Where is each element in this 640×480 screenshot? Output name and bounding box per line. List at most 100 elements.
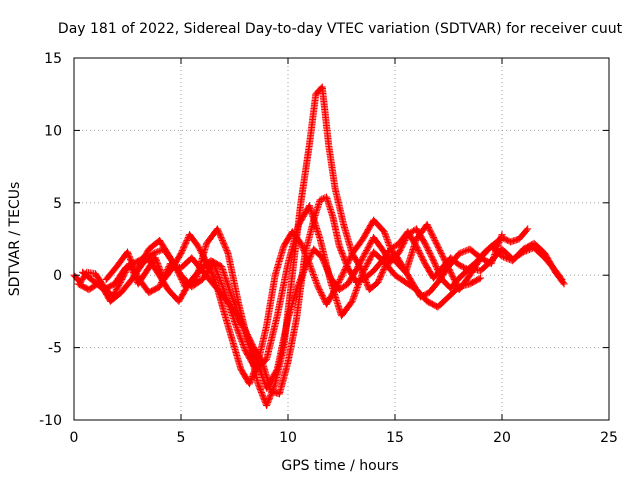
plus-marker bbox=[427, 229, 435, 237]
plus-marker bbox=[427, 252, 435, 260]
plus-marker bbox=[400, 238, 408, 246]
plus-marker bbox=[339, 251, 347, 259]
plus-marker bbox=[427, 228, 435, 236]
plus-marker bbox=[312, 277, 320, 285]
axis-ticks: 0 5 10 15 20 25 -10 -5 0 5 10 15 bbox=[39, 51, 618, 446]
plus-marker bbox=[363, 260, 371, 268]
plus-marker bbox=[356, 277, 364, 285]
plus-marker bbox=[257, 388, 265, 396]
y-axis-label: SDTVAR / TECUs bbox=[7, 182, 23, 297]
plus-marker bbox=[310, 272, 318, 280]
plus-marker bbox=[304, 257, 312, 265]
plus-marker bbox=[363, 261, 371, 269]
plus-marker bbox=[385, 240, 393, 248]
plus-marker bbox=[448, 271, 456, 279]
plus-marker bbox=[114, 283, 122, 291]
plus-marker bbox=[357, 273, 365, 281]
plus-marker bbox=[151, 249, 159, 257]
plus-marker bbox=[178, 248, 186, 256]
plus-marker bbox=[435, 268, 443, 276]
plus-marker bbox=[223, 247, 231, 255]
plus-marker bbox=[424, 222, 432, 230]
plus-marker bbox=[264, 399, 272, 407]
plus-marker bbox=[375, 277, 383, 285]
plus-marker bbox=[338, 271, 346, 279]
plus-marker bbox=[367, 252, 375, 260]
plus-marker bbox=[222, 245, 230, 253]
plus-marker bbox=[234, 328, 242, 336]
plus-marker bbox=[337, 274, 345, 282]
plus-marker bbox=[316, 287, 324, 295]
plus-marker bbox=[209, 271, 217, 279]
plus-marker bbox=[299, 270, 307, 278]
series-4 bbox=[102, 225, 566, 392]
plus-marker bbox=[152, 257, 160, 265]
plus-marker bbox=[350, 291, 358, 299]
plus-marker bbox=[218, 281, 226, 289]
plus-marker bbox=[352, 287, 360, 295]
plus-marker bbox=[208, 270, 216, 278]
plus-marker bbox=[183, 236, 191, 244]
plus-marker bbox=[378, 270, 386, 278]
plus-marker bbox=[297, 274, 305, 282]
plus-marker bbox=[154, 261, 162, 269]
plus-marker bbox=[182, 238, 190, 246]
plus-marker bbox=[557, 274, 565, 282]
plus-marker bbox=[431, 261, 439, 269]
plus-marker bbox=[381, 231, 389, 239]
plus-marker bbox=[236, 331, 244, 339]
plus-marker bbox=[254, 380, 262, 388]
plus-marker bbox=[216, 277, 224, 285]
plus-marker bbox=[430, 258, 438, 266]
plus-marker bbox=[239, 340, 247, 348]
plus-marker bbox=[318, 290, 326, 298]
plus-marker bbox=[294, 283, 302, 291]
plus-marker bbox=[318, 291, 326, 299]
plus-marker bbox=[427, 251, 435, 259]
plus-marker bbox=[216, 275, 224, 283]
plus-marker bbox=[367, 254, 375, 262]
plus-marker bbox=[423, 244, 431, 252]
plus-marker bbox=[363, 247, 371, 255]
plus-marker bbox=[129, 261, 137, 269]
plus-marker bbox=[178, 247, 186, 255]
plus-marker bbox=[339, 252, 347, 260]
plus-marker bbox=[415, 248, 423, 256]
plus-marker bbox=[356, 258, 364, 266]
plus-marker bbox=[179, 245, 187, 253]
plus-marker bbox=[338, 248, 346, 256]
data-points bbox=[70, 83, 568, 410]
x-tick-label: 25 bbox=[600, 430, 618, 446]
plus-marker bbox=[424, 245, 432, 253]
plus-marker bbox=[475, 275, 483, 283]
y-tick-label: 5 bbox=[53, 196, 62, 212]
plus-marker bbox=[419, 255, 427, 263]
plus-marker bbox=[362, 263, 370, 271]
plus-marker bbox=[209, 258, 217, 266]
plus-marker bbox=[337, 247, 345, 255]
plus-marker bbox=[342, 260, 350, 268]
plus-marker bbox=[354, 263, 362, 271]
plus-marker bbox=[500, 253, 508, 261]
plus-marker bbox=[218, 235, 226, 243]
plus-marker bbox=[309, 270, 317, 278]
plus-marker bbox=[242, 329, 250, 337]
plus-marker bbox=[397, 245, 405, 253]
plus-marker bbox=[316, 196, 324, 204]
plus-marker bbox=[266, 393, 274, 401]
plus-marker bbox=[158, 277, 166, 285]
plus-marker bbox=[446, 267, 454, 275]
plus-marker bbox=[415, 247, 423, 255]
plus-marker bbox=[219, 284, 227, 292]
plus-marker bbox=[349, 294, 357, 302]
y-tick-label: 15 bbox=[44, 51, 62, 67]
plus-marker bbox=[164, 265, 172, 273]
plus-marker bbox=[397, 244, 405, 252]
plus-marker bbox=[258, 370, 266, 378]
plus-marker bbox=[213, 225, 221, 233]
plus-marker bbox=[131, 267, 139, 275]
plus-marker bbox=[243, 331, 251, 339]
plus-marker bbox=[246, 338, 254, 346]
plus-marker bbox=[132, 270, 140, 278]
